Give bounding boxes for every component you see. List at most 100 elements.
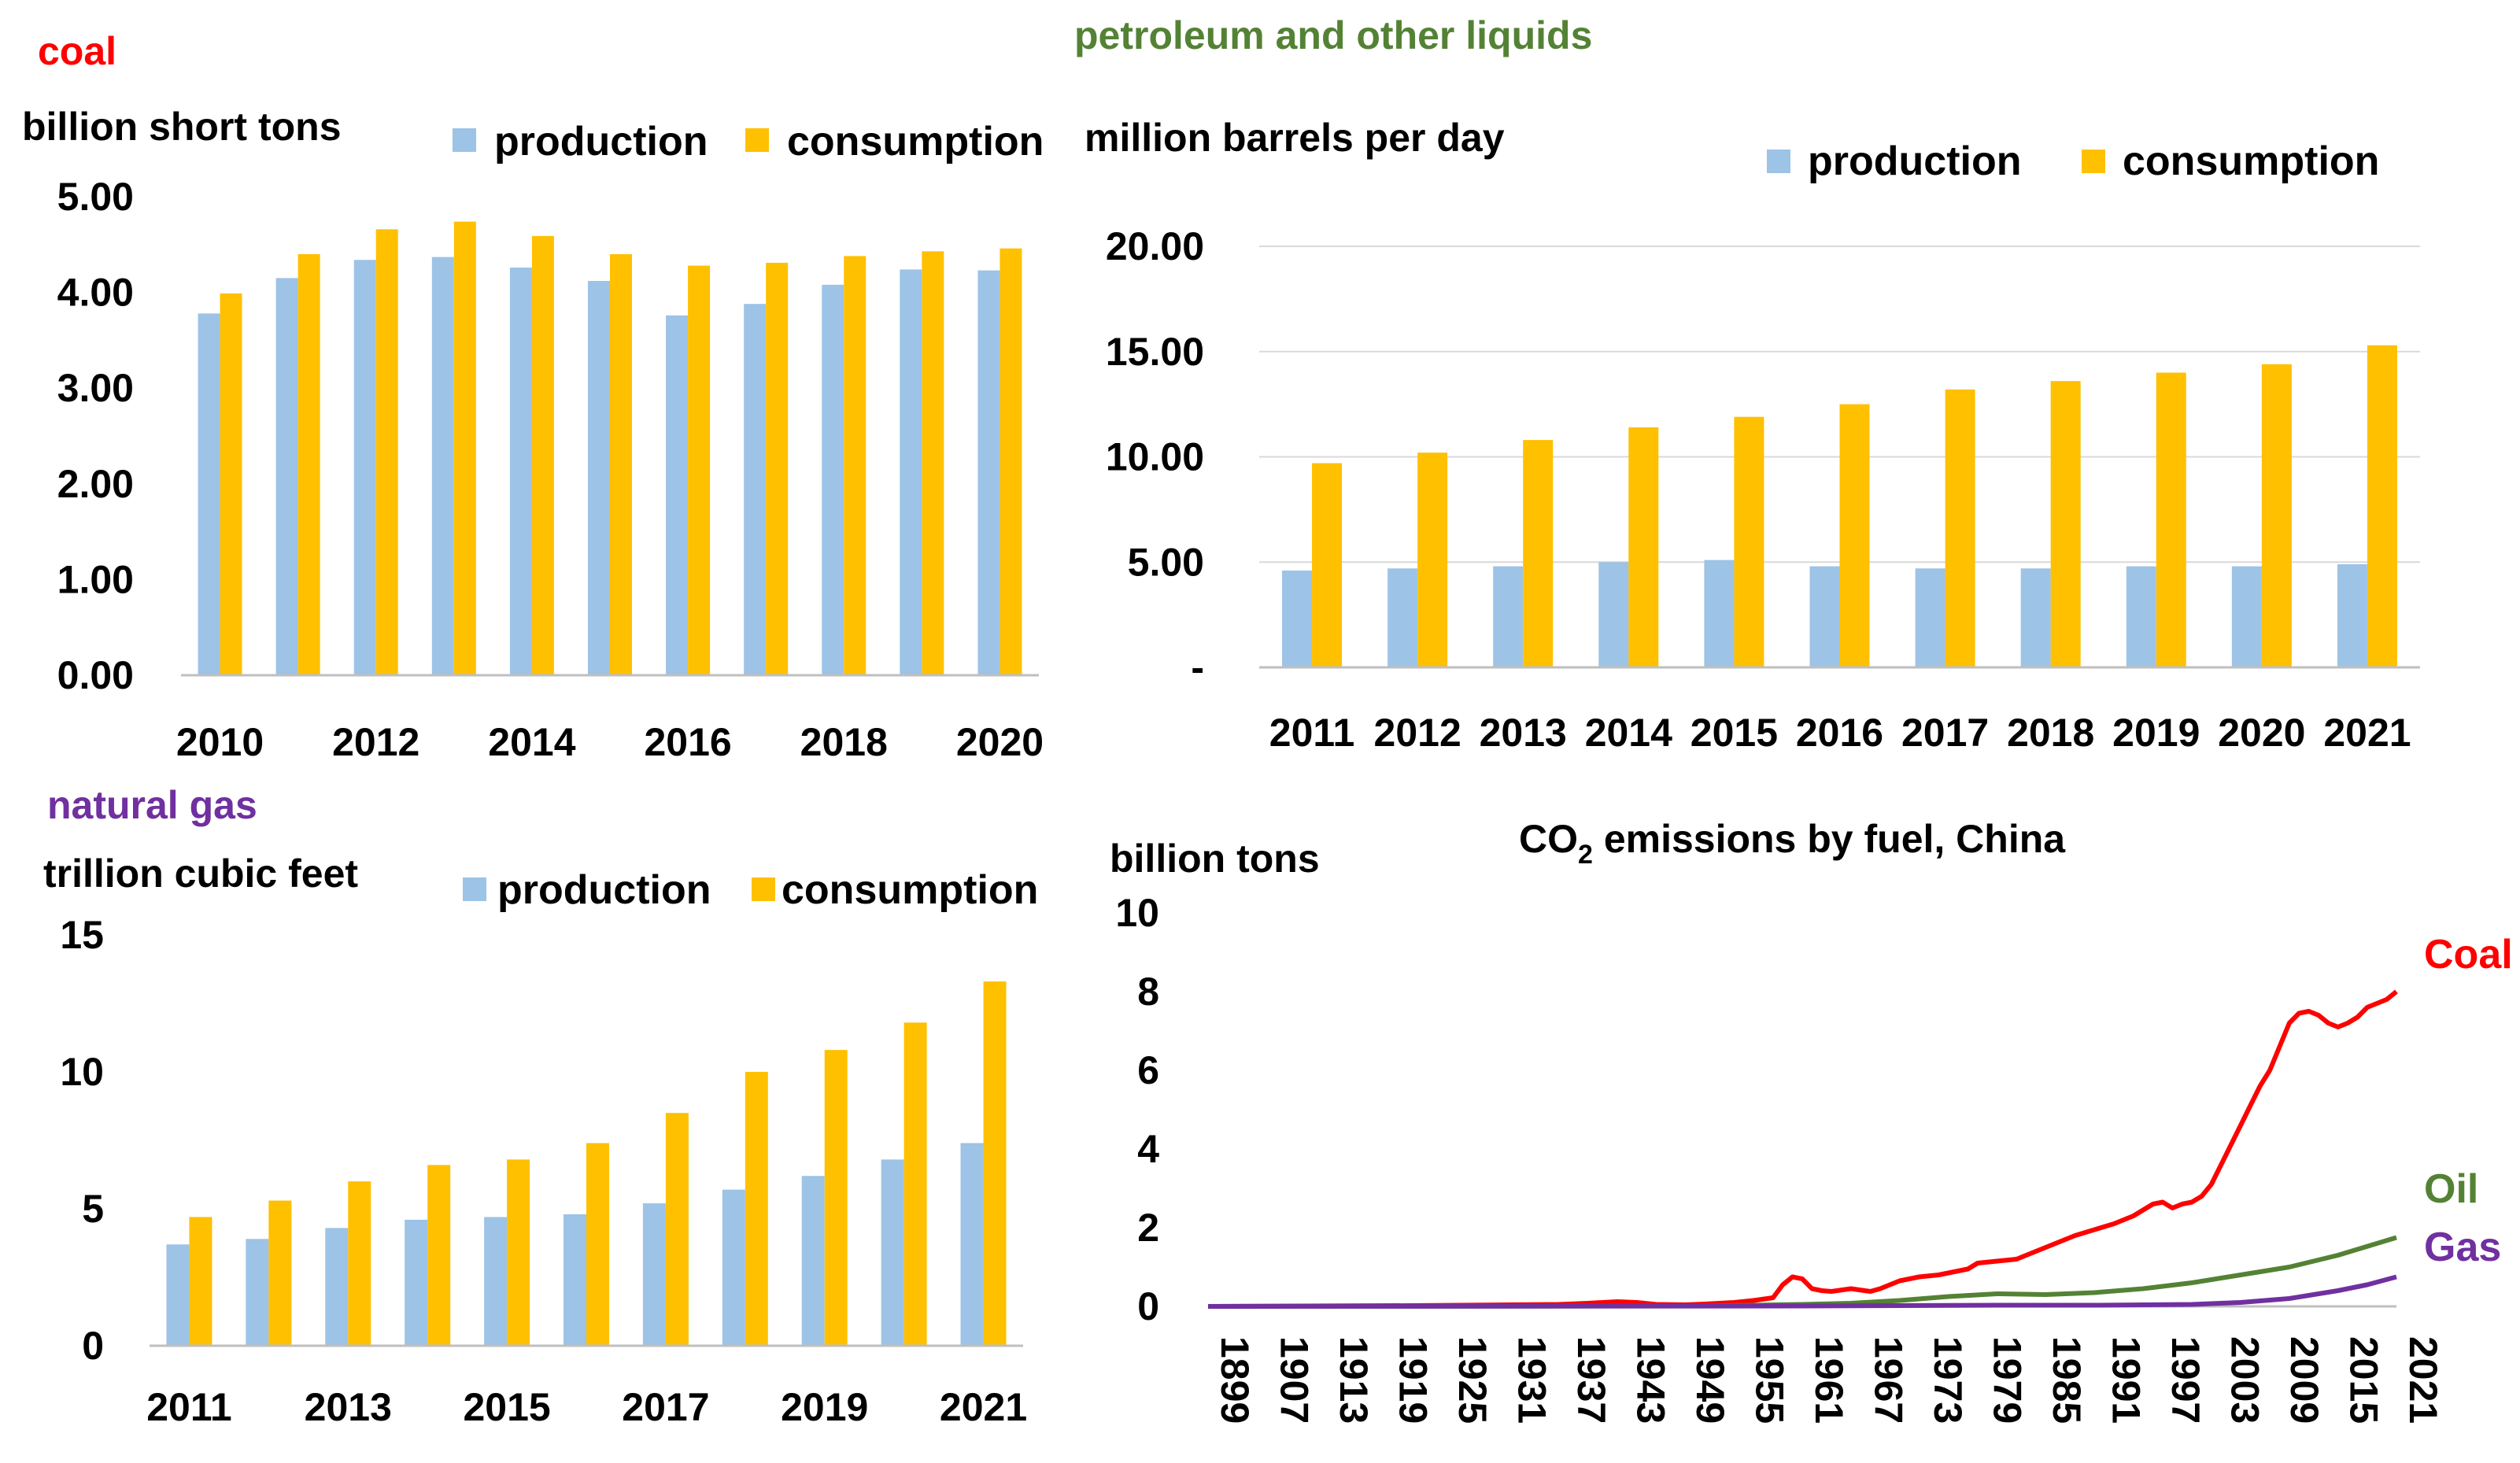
- coal-bar-production-2015: [588, 281, 610, 675]
- gas-x-tick-label: 2013: [305, 1385, 392, 1429]
- co2-x-tick-label: 1985: [2045, 1336, 2089, 1424]
- petroleum-legend-consumption-label: consumption: [2123, 139, 2379, 184]
- co2-line-coal: [1207, 989, 2398, 1309]
- coal-chart-title: coal: [38, 29, 116, 73]
- co2-x-tick: 1997: [2163, 1336, 2208, 1424]
- coal-bar-consumption-2020: [1000, 248, 1022, 675]
- petroleum-x-tick-label: 2019: [2112, 711, 2200, 755]
- co2-x-tick: 1979: [1986, 1336, 2030, 1424]
- gas-bar-production-2013: [325, 1228, 349, 1346]
- gas-bar-production-2020: [881, 1159, 904, 1346]
- co2-x-tick-label: 1991: [2104, 1336, 2149, 1424]
- co2-x-tick: 1985: [2045, 1336, 2089, 1424]
- gas-y-tick-label: 0: [82, 1324, 104, 1368]
- petroleum-y-tick-label: 20.00: [1106, 224, 1204, 268]
- gas-x-tick-label: 2021: [940, 1385, 1027, 1429]
- gas-chart: natural gas trillion cubic feet producti…: [43, 783, 1038, 1429]
- petroleum-x-tick-label: 2018: [2007, 711, 2094, 755]
- coal-x-tick-label: 2020: [956, 720, 1044, 764]
- gas-y-axis-label: trillion cubic feet: [43, 852, 358, 896]
- coal-x-tick-label: 2010: [176, 720, 264, 764]
- gas-bar-consumption-2012: [268, 1200, 292, 1346]
- petroleum-x-ticks: 2011 2012 2013 2014 2015 2016 2017 2018 2019 2020…: [1269, 711, 2411, 755]
- petroleum-bar-production-2019: [2126, 566, 2156, 667]
- co2-series-labels: Coal Oil Gas: [2424, 932, 2513, 1270]
- co2-x-tick-label: 1949: [1688, 1336, 1732, 1424]
- co2-x-tick: 1937: [1569, 1336, 1613, 1424]
- coal-bar-production-2017: [744, 304, 767, 675]
- co2-x-tick: 1967: [1867, 1336, 1911, 1424]
- co2-chart-title: CO2 emissions by fuel, China: [1519, 817, 2066, 870]
- coal-bar-consumption-2013: [453, 221, 476, 676]
- petroleum-bar-production-2015: [1704, 560, 1735, 667]
- coal-y-tick-label: 2.00: [57, 462, 134, 506]
- co2-x-tick: 2009: [2282, 1336, 2326, 1424]
- co2-title-main: CO: [1519, 817, 1578, 861]
- gas-x-tick-label: 2015: [463, 1385, 550, 1429]
- gas-bar-consumption-2016: [586, 1143, 609, 1346]
- co2-x-tick: 1907: [1273, 1336, 1317, 1424]
- co2-x-tick: 1919: [1391, 1336, 1436, 1424]
- coal-legend-consumption-swatch: [745, 128, 769, 152]
- petroleum-bar-production-2018: [2020, 568, 2051, 667]
- co2-x-tick-label: 1931: [1510, 1336, 1554, 1424]
- co2-x-tick-label: 1937: [1569, 1336, 1613, 1424]
- petroleum-x-tick-label: 2012: [1374, 711, 1461, 755]
- coal-x-tick-label: 2016: [644, 720, 731, 764]
- co2-x-tick-label: 1907: [1273, 1336, 1317, 1424]
- coal-y-tick-label: 5.00: [57, 175, 134, 219]
- gas-legend-consumption-swatch: [752, 877, 775, 901]
- petroleum-bar-consumption-2020: [2261, 364, 2292, 667]
- gas-bar-production-2014: [405, 1219, 428, 1346]
- petroleum-y-tick-label: -: [1191, 645, 1204, 689]
- coal-y-axis-label: billion short tons: [22, 105, 342, 149]
- co2-chart: billion tons CO2 emissions by fuel, Chin…: [1110, 817, 2513, 1424]
- petroleum-x-tick-label: 2017: [1901, 711, 1989, 755]
- gas-bar-production-2011: [166, 1244, 190, 1346]
- co2-x-tick: 1961: [1807, 1336, 1851, 1424]
- coal-bar-production-2019: [900, 269, 922, 675]
- gas-x-tick-label: 2019: [781, 1385, 868, 1429]
- co2-y-tick-label: 2: [1137, 1206, 1159, 1250]
- coal-bar-consumption-2012: [375, 229, 398, 675]
- petroleum-bar-consumption-2011: [1312, 463, 1343, 667]
- co2-x-tick: 1931: [1510, 1336, 1554, 1424]
- coal-y-tick-label: 3.00: [57, 366, 134, 410]
- co2-x-tick: 2015: [2342, 1336, 2386, 1424]
- petroleum-x-tick-label: 2011: [1269, 711, 1354, 755]
- petroleum-y-ticks: - 5.00 10.00 15.00 20.00: [1106, 224, 1204, 689]
- co2-title-rest: emissions by fuel, China: [1593, 817, 2066, 861]
- co2-x-tick: 1943: [1629, 1336, 1673, 1424]
- petroleum-bar-consumption-2013: [1523, 440, 1554, 667]
- coal-bar-consumption-2019: [922, 251, 944, 675]
- gas-bar-production-2018: [722, 1189, 745, 1346]
- gas-x-tick-label: 2011: [146, 1385, 231, 1429]
- petroleum-bar-consumption-2012: [1417, 453, 1448, 667]
- co2-x-tick-label: 2021: [2401, 1336, 2445, 1424]
- petroleum-x-tick-label: 2013: [1480, 711, 1567, 755]
- co2-x-tick-label: 1979: [1986, 1336, 2030, 1424]
- petroleum-x-tick-label: 2021: [2323, 711, 2411, 755]
- petroleum-legend-production-label: production: [1808, 139, 2022, 184]
- co2-x-tick-label: 1943: [1629, 1336, 1673, 1424]
- petroleum-bar-consumption-2019: [2156, 372, 2186, 667]
- coal-y-tick-label: 1.00: [57, 557, 134, 601]
- coal-x-tick-label: 2012: [332, 720, 419, 764]
- gas-bar-consumption-2017: [665, 1113, 689, 1346]
- petroleum-bar-production-2013: [1493, 566, 1524, 667]
- co2-x-tick: 2021: [2401, 1336, 2445, 1424]
- co2-x-ticks: 1899 1907 1913 1919 1925 1931 1937 1943 1949 1955…: [1213, 1336, 2445, 1424]
- petroleum-bar-consumption-2018: [2050, 381, 2081, 667]
- co2-y-tick-label: 10: [1115, 891, 1159, 935]
- co2-x-tick-label: 1925: [1450, 1336, 1495, 1424]
- petroleum-x-tick-label: 2016: [1796, 711, 1883, 755]
- gas-bar-production-2021: [960, 1143, 984, 1346]
- gas-bar-consumption-2018: [745, 1072, 768, 1346]
- petroleum-legend-production-swatch: [1767, 150, 1790, 173]
- coal-bar-production-2014: [509, 267, 532, 675]
- petroleum-y-axis-label: million barrels per day: [1084, 116, 1505, 160]
- co2-x-tick-label: 1899: [1213, 1336, 1257, 1424]
- co2-line-oil: [1207, 1235, 2397, 1309]
- co2-x-tick-label: 2009: [2282, 1336, 2326, 1424]
- coal-bar-production-2010: [198, 313, 220, 675]
